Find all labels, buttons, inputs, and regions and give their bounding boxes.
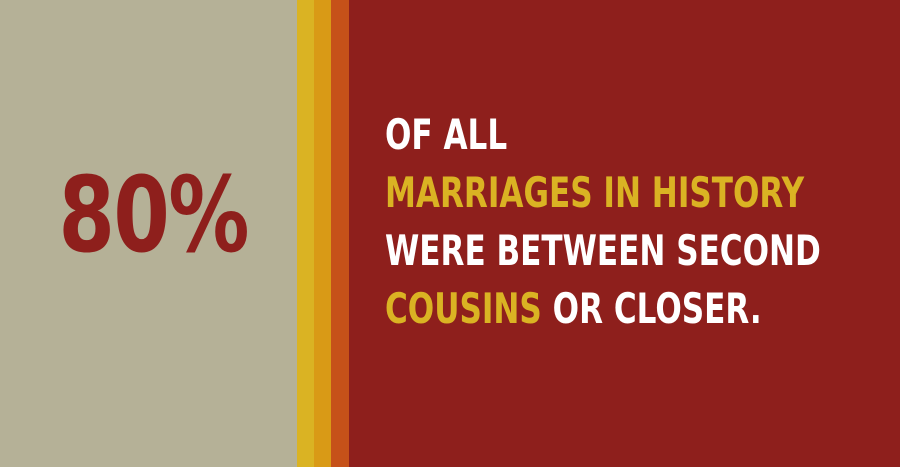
stat-percentage: 80% [58,154,249,276]
divider-stripe-yellow [297,0,314,467]
fact-line-3: WERE BETWEEN SECOND [385,226,821,275]
divider-stripe-red-orange [331,0,349,467]
fact-line-4-rest: OR CLOSER. [541,284,762,333]
divider-stripe-orange [314,0,331,467]
fact-line-1: OF ALL [385,110,508,159]
fact-line-2: MARRIAGES IN HISTORY [385,168,805,217]
fact-text: OF ALL MARRIAGES IN HISTORY WERE BETWEEN… [385,106,821,338]
right-panel [349,0,900,467]
fact-line-4: COUSINS OR CLOSER. [385,280,821,338]
left-panel: 80% [0,0,297,467]
fact-highlight-cousins: COUSINS [385,284,542,333]
